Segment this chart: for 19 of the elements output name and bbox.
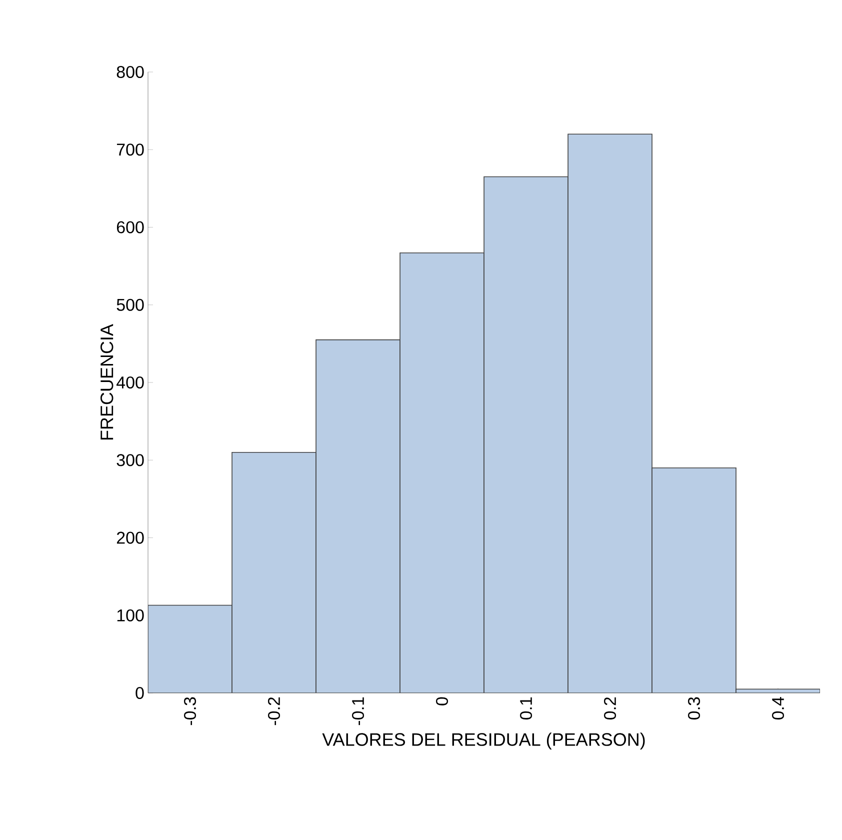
- x-tick-label: 0.4: [772, 697, 784, 720]
- x-tick-label: 0.1: [520, 697, 532, 720]
- y-tick-label: 200: [116, 532, 144, 544]
- x-axis-title: VALORES DEL RESIDUAL (PEARSON): [322, 732, 645, 750]
- y-tick-label: 800: [116, 66, 144, 78]
- y-axis-title: FRECUENCIA: [100, 324, 114, 440]
- y-tick-label: 0: [136, 686, 144, 700]
- y-tick-label: 400: [116, 376, 144, 389]
- y-tick-label: 700: [116, 144, 144, 156]
- y-tick-label: 100: [117, 609, 144, 622]
- x-tick-label: 0.2: [604, 697, 616, 720]
- y-tick-label: 500: [116, 298, 144, 311]
- x-tick-label: -0.2: [268, 697, 280, 726]
- x-tick-label: -0.1: [352, 697, 364, 726]
- x-tick-label: 0.3: [688, 697, 700, 720]
- y-tick-label: 600: [116, 221, 144, 234]
- x-tick-label: 0: [436, 697, 448, 706]
- y-tick-label: 300: [116, 454, 144, 466]
- x-tick-label: -0.3: [184, 697, 196, 726]
